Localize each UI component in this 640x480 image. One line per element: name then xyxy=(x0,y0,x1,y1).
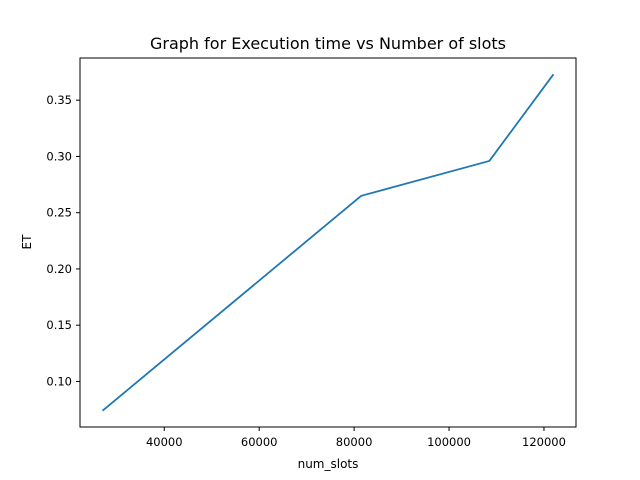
series-line xyxy=(101,73,555,412)
y-tick-label: 0.15 xyxy=(46,318,72,332)
y-tick-label: 0.25 xyxy=(46,206,72,220)
x-tick-label: 120000 xyxy=(522,435,566,449)
x-tick-label: 60000 xyxy=(241,435,278,449)
x-tick-label: 100000 xyxy=(427,435,471,449)
x-axis-ticks: 40000 60000 80000 100000 120000 xyxy=(146,427,566,449)
chart-title: Graph for Execution time vs Number of sl… xyxy=(150,34,506,53)
y-tick-label: 0.10 xyxy=(46,374,72,388)
y-axis-ticks: 0.10 0.15 0.20 0.25 0.30 0.35 xyxy=(46,93,80,388)
plot-frame xyxy=(79,57,577,428)
plot-area: 40000 60000 80000 100000 120000 0.10 0.15 0.20… xyxy=(46,57,577,449)
y-tick-label: 0.30 xyxy=(46,149,72,163)
x-tick-label: 80000 xyxy=(336,435,373,449)
series-group xyxy=(101,73,555,412)
y-axis-label: ET xyxy=(20,234,34,250)
y-tick-label: 0.35 xyxy=(46,93,72,107)
y-tick-label: 0.20 xyxy=(46,262,72,276)
x-tick-label: 40000 xyxy=(146,435,183,449)
x-axis-label: num_slots xyxy=(298,457,359,471)
